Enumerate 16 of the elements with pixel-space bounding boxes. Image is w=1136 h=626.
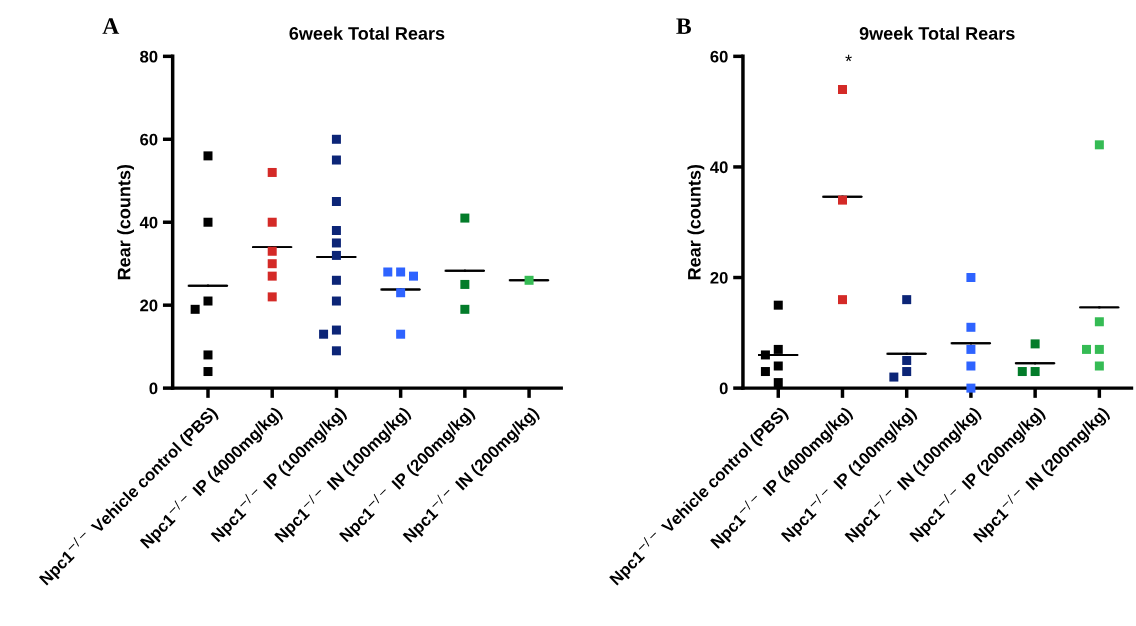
annotation: * — [845, 54, 852, 62]
y-tick-label: 40 — [139, 216, 158, 229]
text: A — [102, 18, 120, 34]
y-tick-label: 40 — [710, 161, 728, 174]
y-tick-label: 20 — [710, 271, 728, 284]
y-tick-label: 20 — [140, 299, 158, 312]
chart-title: 9week Total Rears — [859, 26, 1015, 40]
y-tick-label: 0 — [149, 382, 158, 395]
y-tick-label: 80 — [140, 50, 158, 63]
y-tick-label: 60 — [710, 50, 728, 63]
y-tick-label: 0 — [719, 382, 728, 395]
chart-title: 6week Total Rears — [289, 26, 445, 40]
y-axis-title: Rear (counts) — [117, 164, 134, 280]
text: B — [676, 18, 692, 34]
y-axis-title: Rear (counts) — [687, 164, 705, 280]
y-tick-label: 60 — [140, 133, 158, 146]
